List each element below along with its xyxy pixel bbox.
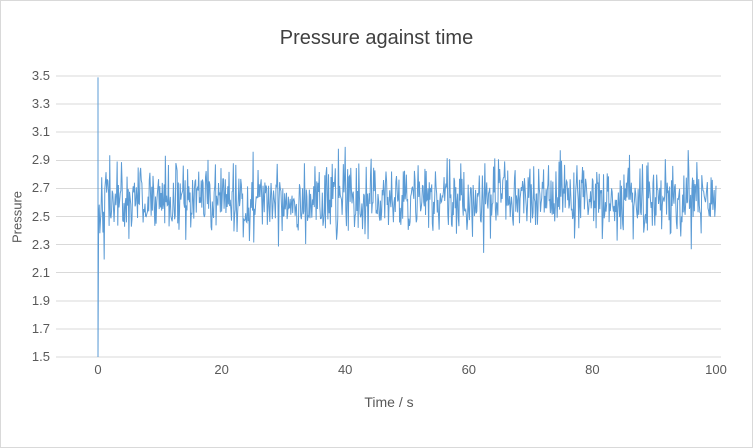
pressure-series-line — [97, 77, 717, 358]
x-tick-label: 20 — [214, 362, 229, 377]
chart-title: Pressure against time — [279, 27, 474, 49]
y-tick-label: 1.5 — [31, 349, 50, 364]
y-tick-label: 2.1 — [31, 264, 50, 280]
y-tick-label: 2.7 — [31, 180, 50, 196]
y-tick-label: 3.1 — [31, 124, 50, 140]
y-tick-label: 1.9 — [31, 292, 50, 308]
x-tick-label: 0 — [94, 362, 102, 377]
y-tick-label: 3.5 — [31, 68, 50, 83]
x-tick-label: 100 — [705, 362, 727, 377]
x-axis-title: Time / s — [364, 394, 414, 410]
x-tick-label: 80 — [585, 362, 600, 377]
y-tick-label: 2.3 — [31, 236, 50, 252]
y-tick-label: 2.9 — [31, 152, 50, 168]
x-tick-label: 60 — [461, 362, 477, 377]
y-tick-label: 3.3 — [31, 96, 50, 112]
x-tick-label: 40 — [337, 362, 353, 377]
y-tick-label: 2.5 — [31, 208, 50, 224]
y-tick-label: 1.7 — [31, 320, 50, 336]
